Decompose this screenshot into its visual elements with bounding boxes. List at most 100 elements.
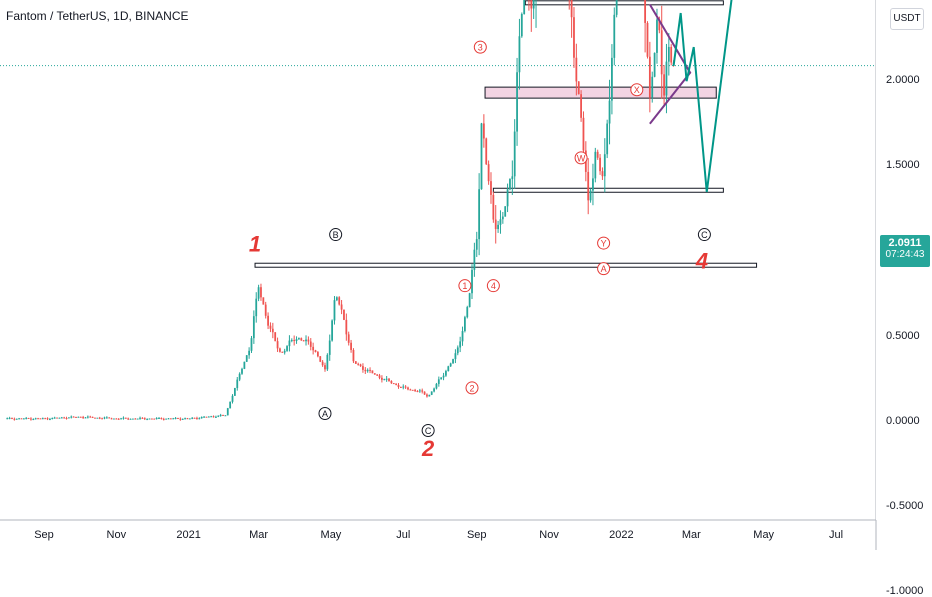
candle-body bbox=[165, 419, 167, 420]
candle-body bbox=[63, 417, 65, 418]
candle-body bbox=[18, 418, 20, 419]
candle-body bbox=[125, 418, 127, 419]
triangle-lines[interactable] bbox=[650, 5, 690, 124]
candle-body bbox=[485, 138, 487, 164]
candle-body bbox=[272, 329, 274, 332]
candle-body bbox=[424, 392, 426, 395]
candle-body bbox=[445, 371, 447, 376]
candle-body bbox=[298, 338, 300, 339]
candle-body bbox=[312, 347, 314, 350]
level-zone[interactable] bbox=[525, 1, 723, 5]
time-tick-label: Nov bbox=[107, 529, 127, 541]
candle-body bbox=[407, 387, 409, 389]
candle-body bbox=[360, 364, 362, 366]
horizontal-levels[interactable] bbox=[255, 0, 757, 267]
time-axis[interactable] bbox=[0, 520, 876, 550]
candle-body bbox=[345, 320, 347, 334]
candle-body bbox=[42, 418, 44, 419]
candle-body bbox=[274, 332, 276, 341]
candle-body bbox=[509, 179, 511, 189]
candle-body bbox=[379, 375, 381, 378]
time-tick-label: May bbox=[321, 529, 342, 541]
candle-body bbox=[497, 225, 499, 229]
wave-label-text: 4 bbox=[491, 281, 496, 291]
candle-body bbox=[243, 362, 245, 369]
candle-body bbox=[196, 418, 198, 419]
time-tick-label: Nov bbox=[539, 529, 559, 541]
candle-body bbox=[393, 383, 395, 384]
time-tick-label: Jul bbox=[829, 529, 843, 541]
candle-body bbox=[590, 191, 592, 201]
candle-body bbox=[571, 0, 573, 17]
candle-body bbox=[414, 390, 416, 391]
candle-body bbox=[232, 396, 234, 402]
candle-body bbox=[160, 418, 162, 419]
candle-body bbox=[455, 353, 457, 359]
candle-body bbox=[163, 419, 165, 420]
candle-body bbox=[241, 369, 243, 374]
candle-body bbox=[28, 418, 30, 419]
currency-button[interactable]: USDT bbox=[890, 8, 924, 30]
candle-body bbox=[210, 416, 212, 417]
candle-body bbox=[108, 417, 110, 418]
candle-body bbox=[253, 316, 255, 338]
candle-body bbox=[96, 418, 98, 419]
last-price-tag: 2.0911 07:24:43 bbox=[880, 235, 930, 267]
candle-body bbox=[433, 388, 435, 391]
wave-label-text: C bbox=[425, 426, 432, 436]
candle-body bbox=[473, 250, 475, 270]
candle-body bbox=[208, 417, 210, 418]
candle-body bbox=[668, 47, 670, 62]
candle-body bbox=[388, 379, 390, 381]
candle-body bbox=[296, 339, 298, 341]
candle-body bbox=[580, 94, 582, 118]
candle-body bbox=[350, 343, 352, 350]
candle-body bbox=[168, 418, 170, 419]
candle-body bbox=[464, 317, 466, 331]
candle-body bbox=[92, 417, 94, 418]
candle-body bbox=[483, 123, 485, 138]
candle-body bbox=[428, 395, 430, 397]
candle-body bbox=[170, 418, 172, 419]
candle-body bbox=[106, 417, 108, 418]
level-zone[interactable] bbox=[493, 188, 723, 192]
candle-body bbox=[158, 418, 160, 419]
major-wave-label: 2 bbox=[421, 436, 435, 461]
level-zone[interactable] bbox=[255, 263, 757, 267]
candle-body bbox=[113, 419, 115, 420]
candle-body bbox=[153, 419, 155, 420]
candle-body bbox=[85, 417, 87, 418]
candle-body bbox=[258, 287, 260, 298]
candle-body bbox=[307, 340, 309, 342]
candle-body bbox=[502, 217, 504, 220]
candle-body bbox=[123, 418, 125, 419]
candle-body bbox=[35, 418, 37, 419]
candle-body bbox=[284, 351, 286, 353]
price-chart[interactable]: 1234ABC12345XWYAWXYBC bbox=[0, 0, 932, 550]
chart-title: Fantom / TetherUS, 1D, BINANCE bbox=[6, 9, 189, 23]
candle-body bbox=[66, 418, 68, 419]
price-tick-label: 0.0000 bbox=[886, 415, 920, 427]
candle-body bbox=[289, 341, 291, 347]
candle-body bbox=[198, 418, 200, 419]
candle-body bbox=[523, 0, 525, 14]
candle-body bbox=[651, 77, 653, 98]
candle-body bbox=[248, 351, 250, 355]
candle-body bbox=[82, 417, 84, 418]
candle-body bbox=[194, 418, 196, 419]
triangle-pattern[interactable] bbox=[650, 5, 690, 124]
candle-body bbox=[234, 388, 236, 396]
candle-body bbox=[251, 338, 253, 351]
price-tick-label: -1.0000 bbox=[886, 585, 923, 597]
candle-body bbox=[182, 419, 184, 420]
candle-body bbox=[390, 381, 392, 383]
major-wave-label: 4 bbox=[695, 249, 708, 274]
candle-body bbox=[409, 389, 411, 390]
candle-body bbox=[13, 419, 15, 420]
candle-body bbox=[644, 0, 646, 23]
candle-body bbox=[609, 101, 611, 124]
candle-body bbox=[16, 419, 18, 420]
candle-body bbox=[6, 418, 8, 419]
candle-body bbox=[293, 340, 295, 341]
wave-label-text: W bbox=[577, 153, 586, 163]
